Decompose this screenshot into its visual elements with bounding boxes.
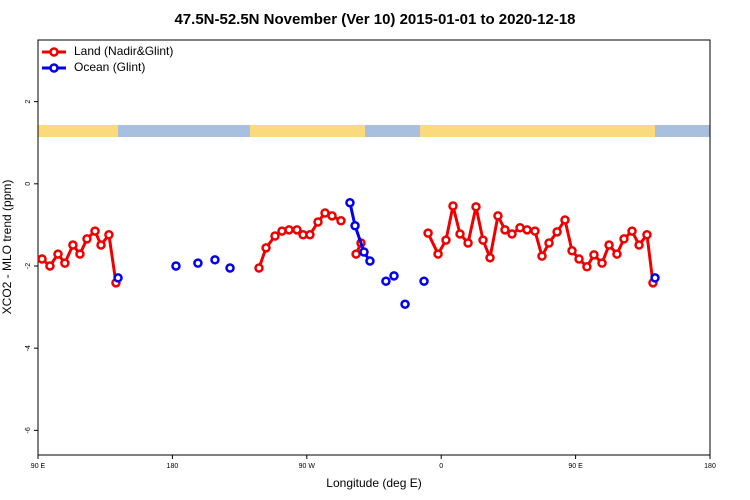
point-marker: [327, 211, 337, 221]
point-marker: [493, 211, 503, 221]
point-marker: [75, 249, 85, 259]
plot-frame: [37, 39, 711, 456]
point-marker: [90, 226, 100, 236]
point-marker: [400, 299, 410, 309]
x-tick-label: 0: [439, 463, 443, 470]
point-marker: [544, 238, 554, 248]
land-ocean-strip: [38, 125, 710, 137]
point-marker: [345, 197, 355, 208]
legend-marker: [49, 63, 59, 73]
point-marker: [365, 256, 375, 266]
point-marker: [82, 234, 92, 244]
point-marker: [530, 226, 540, 236]
point-marker: [582, 262, 592, 272]
point-marker: [433, 249, 443, 259]
point-marker: [193, 258, 203, 268]
point-marker: [634, 240, 644, 250]
point-marker: [441, 235, 451, 245]
point-marker: [60, 258, 70, 268]
point-marker: [642, 230, 652, 240]
point-marker: [485, 253, 495, 263]
point-marker: [53, 249, 63, 259]
point-marker: [463, 238, 473, 248]
point-marker: [171, 261, 181, 271]
point-marker: [455, 229, 465, 239]
point-marker: [552, 227, 562, 237]
chart-title: 47.5N-52.5N November (Ver 10) 2015-01-01…: [174, 11, 575, 28]
y-tick-label: -6: [25, 427, 32, 433]
point-marker: [574, 254, 584, 264]
point-marker: [537, 251, 547, 261]
point-marker: [471, 202, 481, 212]
point-marker: [113, 273, 123, 283]
point-marker: [210, 255, 220, 265]
point-marker: [627, 226, 637, 236]
y-tick-label: -4: [25, 345, 32, 351]
x-axis-label: Longitude (deg E): [326, 476, 421, 490]
y-tick-label: 2: [25, 100, 32, 104]
point-marker: [96, 240, 106, 250]
point-marker: [350, 220, 360, 231]
point-marker: [381, 276, 391, 286]
point-marker: [500, 225, 510, 235]
y-tick-label: -2: [25, 263, 32, 269]
point-marker: [419, 276, 429, 286]
point-marker: [261, 243, 271, 253]
point-marker: [292, 225, 302, 235]
point-marker: [478, 235, 488, 245]
point-marker: [254, 263, 264, 273]
y-axis-label: XCO2 - MLO trend (ppm): [0, 180, 14, 315]
legend-marker: [49, 47, 59, 57]
point-marker: [560, 215, 570, 225]
point-marker: [423, 228, 433, 238]
point-marker: [597, 258, 607, 268]
point-marker: [589, 250, 599, 260]
point-marker: [270, 231, 280, 241]
point-marker: [650, 273, 660, 283]
point-marker: [507, 229, 517, 239]
x-tick-label: 180: [167, 463, 179, 470]
point-marker: [612, 249, 622, 259]
point-marker: [604, 240, 614, 250]
x-tick-label: 90 E: [568, 463, 583, 470]
point-marker: [104, 230, 114, 240]
x-tick-label: 90 E: [31, 463, 46, 470]
point-marker: [37, 254, 47, 264]
point-marker: [448, 201, 458, 211]
y-tick-label: 0: [25, 182, 32, 186]
point-marker: [284, 225, 294, 235]
x-tick-label: 180: [704, 463, 716, 470]
legend-label: Ocean (Glint): [74, 60, 145, 74]
point-marker: [619, 234, 629, 244]
point-marker: [313, 217, 323, 227]
point-marker: [567, 246, 577, 256]
point-marker: [68, 240, 78, 250]
point-marker: [359, 247, 369, 257]
point-marker: [336, 216, 346, 226]
point-marker: [389, 271, 399, 281]
point-marker: [305, 230, 315, 240]
point-marker: [522, 225, 532, 235]
x-tick-label: 90 W: [299, 463, 316, 470]
point-marker: [351, 249, 361, 259]
legend-label: Land (Nadir&Glint): [74, 44, 173, 58]
point-marker: [225, 263, 235, 273]
point-marker: [45, 261, 55, 271]
